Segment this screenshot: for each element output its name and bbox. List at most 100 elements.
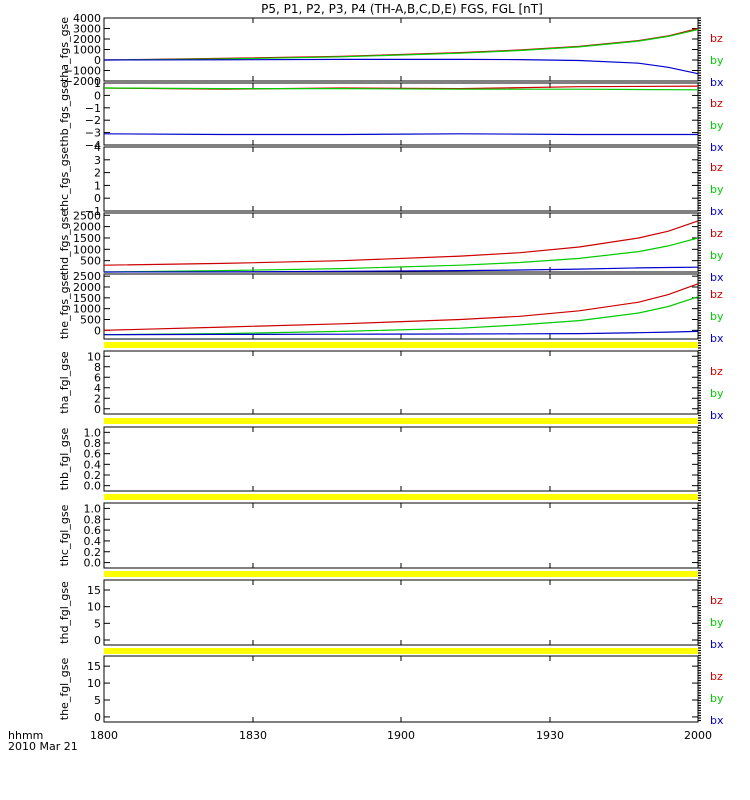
missing-data-bar — [104, 418, 698, 424]
x-tick-label: 1900 — [387, 729, 415, 742]
y-tick-label: 5 — [94, 694, 101, 707]
legend-bz: bz — [710, 97, 723, 110]
y-tick-label: 1000 — [73, 243, 101, 256]
series-line-bx — [103, 330, 699, 336]
series-line-by — [103, 87, 699, 91]
y-tick-label: −4 — [85, 139, 101, 152]
plot-title: P5, P1, P2, P3, P4 (TH-A,B,C,D,E) FGS, F… — [261, 2, 543, 16]
series-line-by — [103, 29, 699, 61]
y-tick-label: 0.6 — [84, 448, 102, 461]
y-axis-label: tha_fgl_gse — [58, 351, 71, 414]
y-tick-label: 0.8 — [84, 437, 102, 450]
y-tick-label: 0.4 — [84, 535, 102, 548]
y-axis-label: the_fgs_gse — [58, 274, 71, 339]
legend-bz: bz — [710, 227, 723, 240]
panel-frame — [103, 426, 699, 492]
y-tick-label: 6 — [94, 371, 101, 384]
legend-bx: bx — [710, 332, 724, 345]
legend-by: by — [710, 249, 724, 262]
y-tick-label: 500 — [80, 314, 101, 327]
y-tick-label: −2 — [85, 114, 101, 127]
date-label: 2010 Mar 21 — [8, 740, 78, 753]
y-tick-label: 1 — [94, 179, 101, 192]
y-tick-label: 15 — [87, 660, 101, 673]
x-tick-label: 1930 — [536, 729, 564, 742]
x-axis-label: hhmm — [8, 729, 43, 742]
y-tick-label: 0.6 — [84, 524, 102, 537]
y-tick-label: 5 — [94, 617, 101, 630]
y-axis-label: the_fgl_gse — [58, 658, 71, 721]
y-axis-label: thc_fgs_gse — [58, 147, 71, 212]
legend-by: by — [710, 54, 724, 67]
legend-bx: bx — [710, 141, 724, 154]
x-tick-label: 1830 — [239, 729, 267, 742]
missing-data-bar — [104, 648, 698, 654]
y-tick-label: 1 — [94, 77, 101, 90]
panel-thd_fgl_gse: 15 10 5 0 thd_fgl_gse bz by bx — [58, 579, 724, 651]
panel-frame — [103, 17, 699, 82]
y-tick-label: 15 — [87, 584, 101, 597]
y-tick-label: 1000 — [73, 44, 101, 57]
y-tick-label: 2000 — [73, 33, 101, 46]
y-tick-label: 0.0 — [84, 557, 102, 570]
panel-frame — [103, 82, 699, 146]
series-line-bx — [103, 133, 698, 136]
legend-bx: bx — [710, 409, 724, 422]
legend-bx: bx — [710, 638, 724, 651]
y-tick-label: 2 — [94, 167, 101, 180]
y-tick-label: −1 — [85, 205, 101, 218]
series-line-by — [103, 237, 699, 273]
y-tick-label: 0 — [94, 711, 101, 724]
missing-data-bar — [104, 494, 698, 500]
missing-data-bar — [104, 342, 698, 348]
legend-bz: bz — [710, 161, 723, 174]
y-tick-label: 1500 — [73, 292, 101, 305]
legend-bz: bz — [710, 670, 723, 683]
y-tick-label: 1.0 — [84, 502, 102, 515]
right-edge-strip — [698, 17, 701, 722]
panel-frame — [103, 579, 699, 646]
y-tick-label: 4 — [94, 382, 101, 395]
y-axis-label: thc_fgl_gse — [58, 504, 71, 566]
y-tick-label: 1.0 — [84, 426, 102, 439]
y-tick-label: 1500 — [73, 232, 101, 245]
panel-frame — [103, 655, 699, 723]
y-tick-label: 0.4 — [84, 458, 102, 471]
y-axis-label: thd_fgs_gse — [58, 210, 71, 276]
y-tick-label: 0.0 — [84, 480, 102, 493]
legend-bx: bx — [710, 271, 724, 284]
y-axis-label: tha_fgs_gse — [58, 17, 71, 82]
x-tick-label: 1800 — [90, 729, 118, 742]
y-tick-label: 0 — [94, 89, 101, 102]
legend-by: by — [710, 692, 724, 705]
legend-by: by — [710, 387, 724, 400]
missing-data-bar — [104, 571, 698, 577]
y-tick-label: 4 — [94, 141, 101, 154]
series-line-bz — [103, 220, 699, 266]
y-tick-label: 0 — [94, 403, 101, 416]
y-tick-label: −2000 — [64, 75, 101, 88]
panel-thc_fgl_gse: 1.00.80.60.40.20.0 thc_fgl_gse — [58, 502, 699, 570]
y-tick-label: 4000 — [73, 12, 101, 25]
legend-bz: bz — [710, 32, 723, 45]
y-tick-label: 0.2 — [84, 546, 102, 559]
panel-frame — [103, 146, 699, 212]
x-tick-label: 2000 — [684, 729, 712, 742]
panel-thb_fgs_gse: 10−1−2−3−4 thb_fgs_gse bz by bx — [58, 77, 724, 154]
panel-frame — [103, 502, 699, 569]
legend-bx: bx — [710, 205, 724, 218]
panel-the_fgl_gse: 15 10 5 0 the_fgl_gse bz by bx — [58, 655, 724, 727]
legend-bz: bz — [710, 365, 723, 378]
legend-by: by — [710, 310, 724, 323]
y-tick-label: 0.8 — [84, 513, 102, 526]
y-tick-label: 2500 — [73, 209, 101, 222]
y-tick-label: −1000 — [64, 65, 101, 78]
panel-frame — [103, 350, 699, 415]
